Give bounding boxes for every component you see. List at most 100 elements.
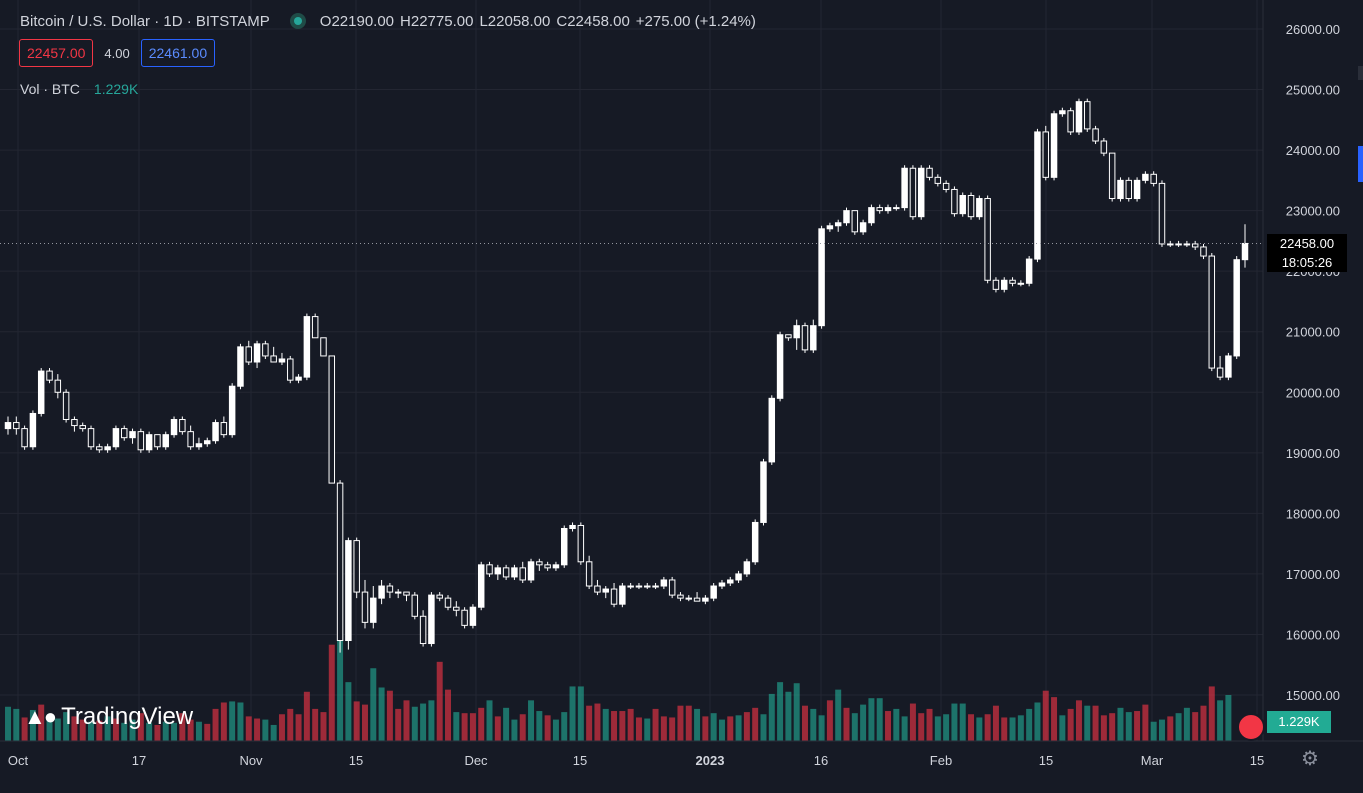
volume-bar (752, 707, 759, 741)
candle-body (577, 524, 585, 563)
volume-bar (229, 701, 236, 741)
x-tick-label: 15 (1039, 753, 1053, 768)
y-tick-label: 19000.00 (1286, 446, 1340, 461)
price-axis[interactable]: 15000.00 16000.00 17000.00 18000.00 19000.00… (1286, 22, 1340, 703)
volume-bar (1125, 712, 1132, 741)
candle-body (287, 358, 294, 381)
candle-body (801, 325, 809, 351)
volume-bar (710, 713, 717, 741)
time-axis[interactable]: Oct 17 Nov 15 Dec 15 2023 16 Feb 15 Mar 15 (8, 753, 1264, 768)
volume-bar (386, 690, 393, 741)
candle-body (702, 597, 709, 602)
volume-bar (909, 703, 916, 741)
bar-countdown: 18:05:26 (1281, 255, 1333, 270)
candle-body (303, 316, 311, 378)
volume-bar (702, 716, 709, 741)
candle-body (453, 606, 460, 611)
candle-body (751, 521, 759, 563)
candle-body (735, 573, 742, 581)
candle-body (436, 594, 443, 599)
volume-bar (611, 711, 618, 741)
volume-bar (46, 716, 53, 741)
volume-bar (162, 721, 169, 741)
candle-body (934, 176, 942, 184)
candle-body (1200, 246, 1207, 257)
gear-icon[interactable]: ⚙ (1301, 748, 1319, 770)
candle-body (768, 397, 776, 463)
low-label: L (479, 12, 488, 30)
candle-body (46, 370, 53, 381)
candle-body (594, 585, 601, 593)
volume-bar (378, 687, 385, 741)
candle-body (926, 167, 933, 178)
side-panel-handle[interactable] (1358, 66, 1363, 80)
candle-body (743, 561, 751, 575)
tradingview-logo[interactable]: ▲● TradingView (24, 703, 193, 731)
candle-body (1059, 110, 1066, 115)
candle-body (951, 188, 958, 215)
candle-body (976, 198, 983, 218)
candle-body (942, 182, 950, 190)
volume-bar (677, 705, 684, 741)
volume-bar (810, 708, 817, 741)
volume-bar (926, 708, 933, 741)
x-tick-label: 2023 (696, 753, 725, 768)
volume-bar (860, 704, 867, 741)
volume-tag: 1.229K (1267, 711, 1331, 733)
volume-bar (245, 716, 252, 741)
candle-body (1092, 128, 1099, 142)
volume-bar (602, 708, 609, 741)
volume-bar (370, 668, 377, 741)
volume-bar (1100, 715, 1107, 741)
candle-body (112, 428, 120, 448)
y-tick-label: 21000.00 (1286, 325, 1340, 340)
buy-button[interactable]: 22461.00 (140, 39, 216, 67)
side-panel-tab[interactable] (1358, 146, 1363, 182)
volume-bar (445, 689, 451, 741)
candle-body (461, 609, 468, 626)
volume-bar (1192, 712, 1199, 741)
volume-bar (1042, 690, 1049, 741)
candle-body (909, 167, 917, 218)
candle-body (253, 343, 261, 363)
volume-bar (951, 703, 958, 741)
candle-body (228, 385, 236, 436)
volume-value: 1.229K (93, 81, 139, 97)
candle-body (635, 585, 643, 588)
volume-bar (71, 716, 78, 741)
candle-body (901, 167, 908, 209)
open-value: 22190.00 (331, 12, 395, 30)
current-price-tag: 22458.00 18:05:26 (1267, 234, 1347, 272)
x-tick-label: Feb (930, 753, 952, 768)
volume-bar (287, 708, 294, 741)
volume-bar (868, 698, 875, 741)
volume-bar (1067, 708, 1074, 741)
candle-body (129, 431, 136, 439)
volume-bar (619, 711, 626, 741)
candle-body (984, 198, 991, 281)
candle-body (710, 585, 717, 599)
volume-bar (876, 698, 883, 741)
volume-bar (760, 714, 767, 741)
x-tick-label: 15 (573, 753, 587, 768)
us-flag-icon[interactable] (1237, 713, 1265, 741)
volume-bar (577, 686, 584, 741)
volume-bar (295, 714, 302, 741)
candle-body (311, 316, 319, 339)
volume-bar (1001, 717, 1008, 741)
symbol-title[interactable]: Bitcoin / U.S. Dollar · 1D · BITSTAMP (20, 12, 270, 30)
candle-body (527, 561, 535, 581)
y-tick-label: 24000.00 (1286, 143, 1340, 158)
volume-legend[interactable]: Vol · BTC 1.229K (20, 81, 138, 97)
volume-bar (21, 717, 28, 741)
candle-body (13, 422, 20, 430)
volume-bar (843, 707, 850, 741)
candle-body (494, 567, 502, 575)
candle-body (486, 564, 493, 575)
volume-bar (1134, 711, 1141, 741)
candle-body (992, 279, 1000, 290)
candle-body (370, 597, 377, 623)
sell-button[interactable]: 22457.00 (19, 39, 94, 67)
market-open-icon (289, 13, 306, 29)
